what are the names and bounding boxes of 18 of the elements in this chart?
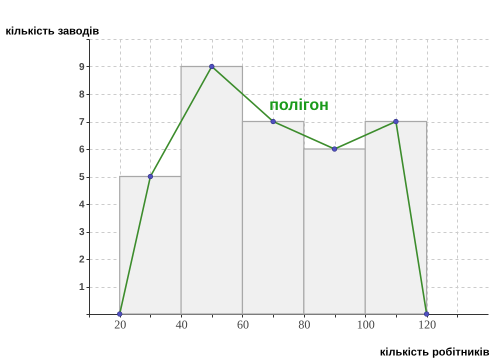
y-tick-label: 6 [78,144,85,156]
y-tick-label: 5 [78,172,85,183]
x-tick-label: 100 [356,318,375,332]
x-tick-label: 40 [176,318,188,332]
x-tick-label: 80 [298,318,310,332]
x-tick-label: 60 [236,318,249,332]
annotation: полігон [269,97,329,114]
y-tick-label: 8 [78,90,85,100]
y-tick-label: 2 [78,254,85,266]
x-tick-label: 120 [418,318,436,332]
y-axis-title: кількість заводів [6,26,100,38]
y-tick-label: 7 [78,117,85,128]
x-tick-label: 20 [114,318,126,332]
y-tick-label: 4 [78,200,85,210]
x-axis-title: кількість робітників [380,346,490,358]
y-tick-label: 9 [78,62,85,73]
y-tick-label: 3 [78,227,85,238]
y-tick-label: 1 [78,282,85,293]
